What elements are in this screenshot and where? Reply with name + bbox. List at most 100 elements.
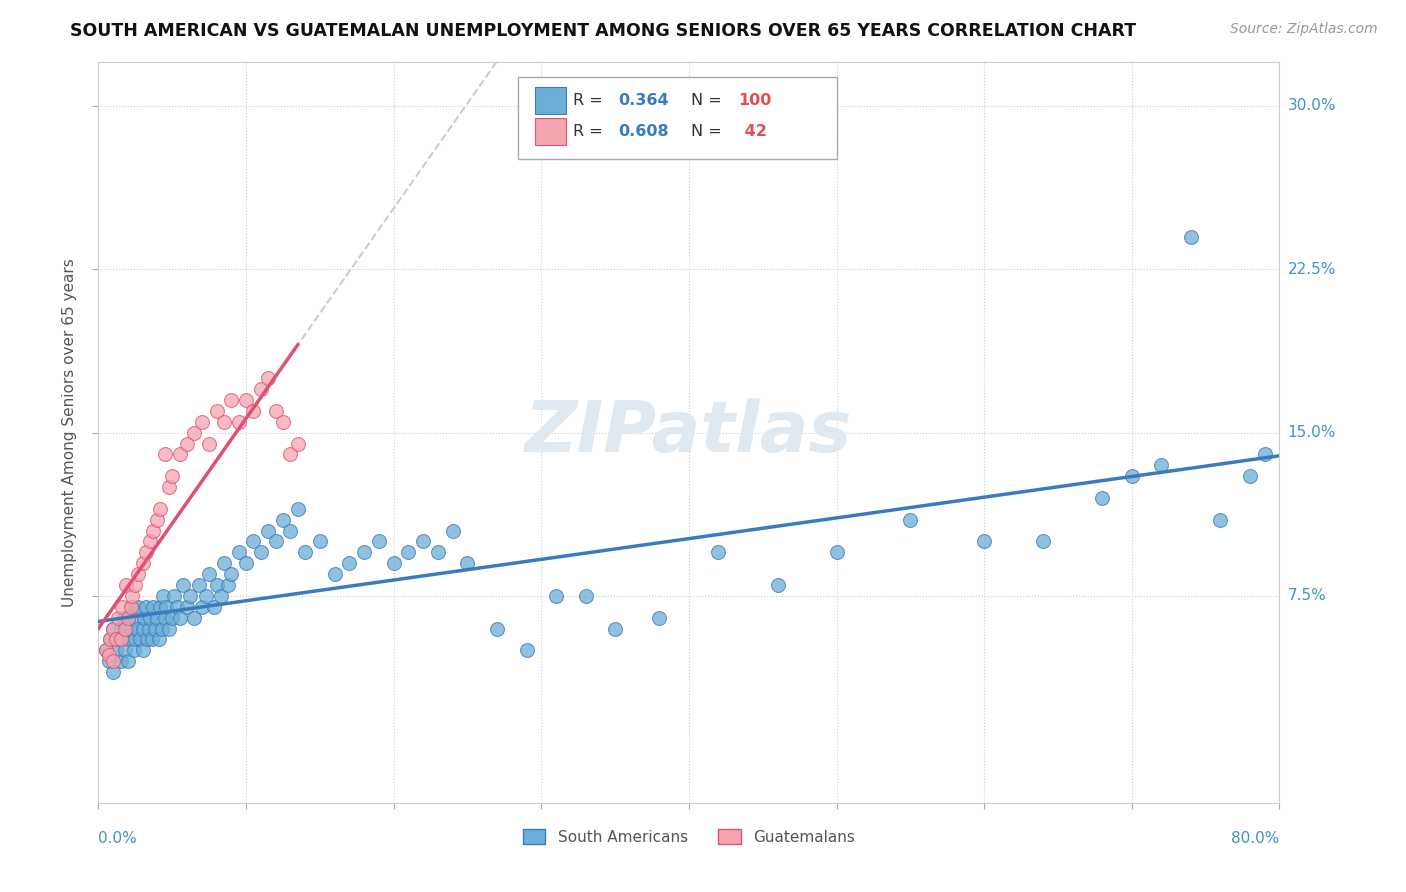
Point [97,654,120,668]
Point [179,589,201,603]
Point [103,622,125,636]
Point [138,622,160,636]
Point [825,545,848,559]
Point [900,513,922,527]
Point [195,589,218,603]
Point [441,524,464,538]
Point [183,425,205,440]
Point [198,567,221,582]
Point [250,382,273,396]
Point [1180,229,1202,244]
FancyBboxPatch shape [536,118,567,145]
Point [294,545,316,559]
Point [105,643,128,657]
Point [110,654,132,668]
Point [117,611,139,625]
Point [148,632,170,647]
Point [264,404,287,418]
Point [146,513,169,527]
Point [125,622,148,636]
Point [221,392,243,407]
Point [103,665,125,680]
Point [117,611,139,625]
Point [169,611,191,625]
Point [117,654,139,668]
Point [264,534,287,549]
Point [217,578,239,592]
Point [1239,469,1261,483]
Point [94,643,117,657]
Text: 100: 100 [738,93,772,108]
Point [132,556,155,570]
Point [339,556,361,570]
Point [98,632,121,647]
Point [280,447,302,461]
Point [228,415,250,429]
Point [209,589,232,603]
Point [105,632,128,647]
Point [110,632,132,647]
Point [127,599,149,614]
Point [707,545,730,559]
Point [973,534,995,549]
Point [149,599,172,614]
Point [169,447,191,461]
Text: R =: R = [574,124,607,139]
Y-axis label: Unemployment Among Seniors over 65 years: Unemployment Among Seniors over 65 years [62,259,77,607]
Point [1032,534,1054,549]
Point [457,556,479,570]
Point [176,436,198,450]
Text: N =: N = [692,124,727,139]
Point [157,480,180,494]
Point [486,622,509,636]
Text: 80.0%: 80.0% [1232,830,1279,846]
Text: 42: 42 [738,124,766,139]
Point [183,611,205,625]
Point [107,611,129,625]
Point [152,589,174,603]
Point [382,556,405,570]
Point [107,632,129,647]
Point [110,622,132,636]
Point [112,611,135,625]
Point [149,501,172,516]
Point [135,599,157,614]
Point [205,404,228,418]
Point [575,589,598,603]
Point [124,632,146,647]
Point [103,654,125,668]
Point [176,599,198,614]
Point [155,599,177,614]
Point [134,611,156,625]
Point [546,589,568,603]
Point [120,622,142,636]
Point [1150,458,1173,473]
Point [516,643,538,657]
Point [242,404,264,418]
Point [187,578,209,592]
Point [353,545,375,559]
Point [257,524,280,538]
Point [115,622,138,636]
Point [287,501,309,516]
Point [766,578,789,592]
Point [111,632,134,647]
Point [235,392,257,407]
Point [162,469,183,483]
Point [221,567,243,582]
Point [202,599,225,614]
Point [153,447,176,461]
Point [136,632,159,647]
FancyBboxPatch shape [536,87,567,113]
Point [257,371,280,385]
Point [323,567,346,582]
Point [157,622,180,636]
Point [212,415,235,429]
Text: 0.364: 0.364 [619,93,669,108]
Point [103,622,125,636]
Point [139,534,162,549]
Point [142,599,165,614]
Text: 0.0%: 0.0% [98,830,138,846]
Text: 0.608: 0.608 [619,124,669,139]
Point [163,589,186,603]
